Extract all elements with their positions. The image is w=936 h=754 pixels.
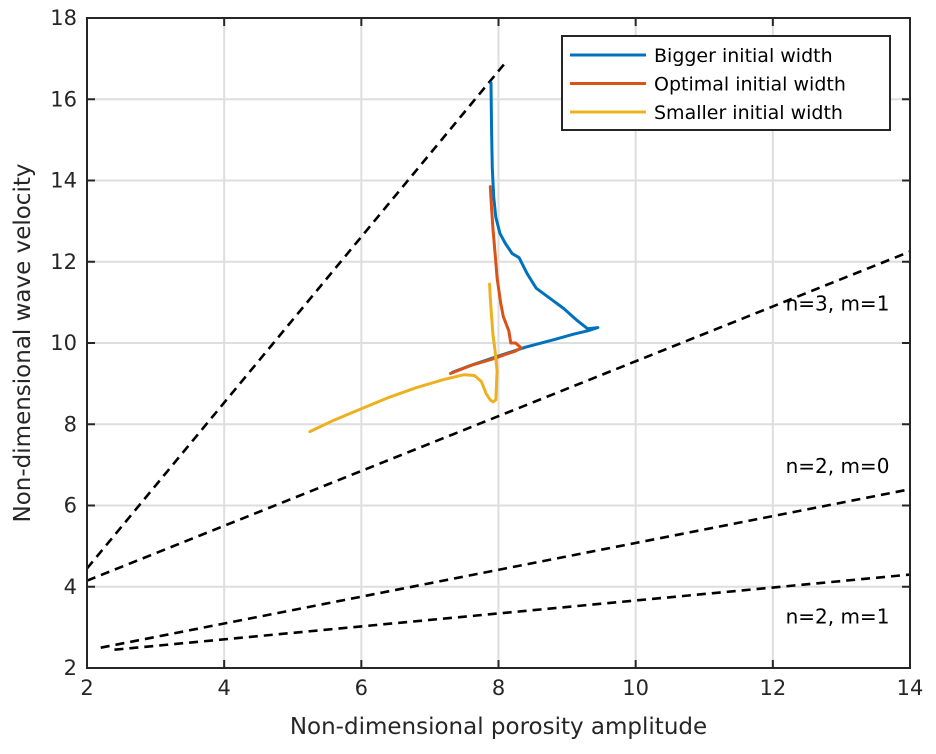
x-tick-label: 2 [80, 676, 93, 700]
annotation-label: n=2, m=1 [786, 604, 890, 628]
y-tick-label: 16 [50, 87, 77, 111]
x-tick-label: 12 [759, 676, 786, 700]
y-tick-label: 10 [50, 331, 77, 355]
x-axis-label: Non-dimensional porosity amplitude [290, 714, 707, 740]
reference-line [114, 573, 911, 652]
reference-line [85, 61, 507, 570]
legend: Bigger initial width Optimal initial widt… [561, 35, 891, 131]
y-tick-label: 4 [64, 575, 77, 599]
y-tick-label: 12 [50, 250, 77, 274]
annotations: n=3, m=1 n=2, m=0 n=2, m=1 [786, 292, 890, 629]
reference-line [86, 250, 911, 582]
y-tick-label: 18 [50, 6, 77, 30]
series-lines [308, 81, 600, 434]
y-tick-label: 14 [50, 169, 77, 193]
y-tick-label: 2 [64, 656, 77, 680]
y-axis-label: Non-dimensional wave velocity [10, 164, 36, 523]
series-line [451, 81, 600, 374]
x-tick-label: 6 [355, 676, 368, 700]
x-tick-label: 10 [622, 676, 649, 700]
ticks: 2 4 6 8 10 12 14 2 4 6 8 10 12 14 16 18 [50, 6, 923, 700]
reference-lines [85, 61, 911, 652]
annotation-label: n=3, m=1 [786, 292, 890, 316]
y-tick-label: 8 [64, 412, 77, 436]
x-tick-label: 14 [897, 676, 924, 700]
annotation-label: n=2, m=0 [786, 454, 890, 478]
x-tick-label: 4 [217, 676, 230, 700]
series-line [308, 282, 499, 434]
y-tick-label: 6 [64, 494, 77, 518]
reference-line [100, 487, 911, 649]
legend-entry: Bigger initial width [654, 45, 833, 67]
legend-entry: Smaller initial width [654, 102, 843, 124]
x-tick-label: 8 [492, 676, 505, 700]
legend-entry: Optimal initial width [654, 74, 846, 96]
series-line [449, 185, 523, 375]
